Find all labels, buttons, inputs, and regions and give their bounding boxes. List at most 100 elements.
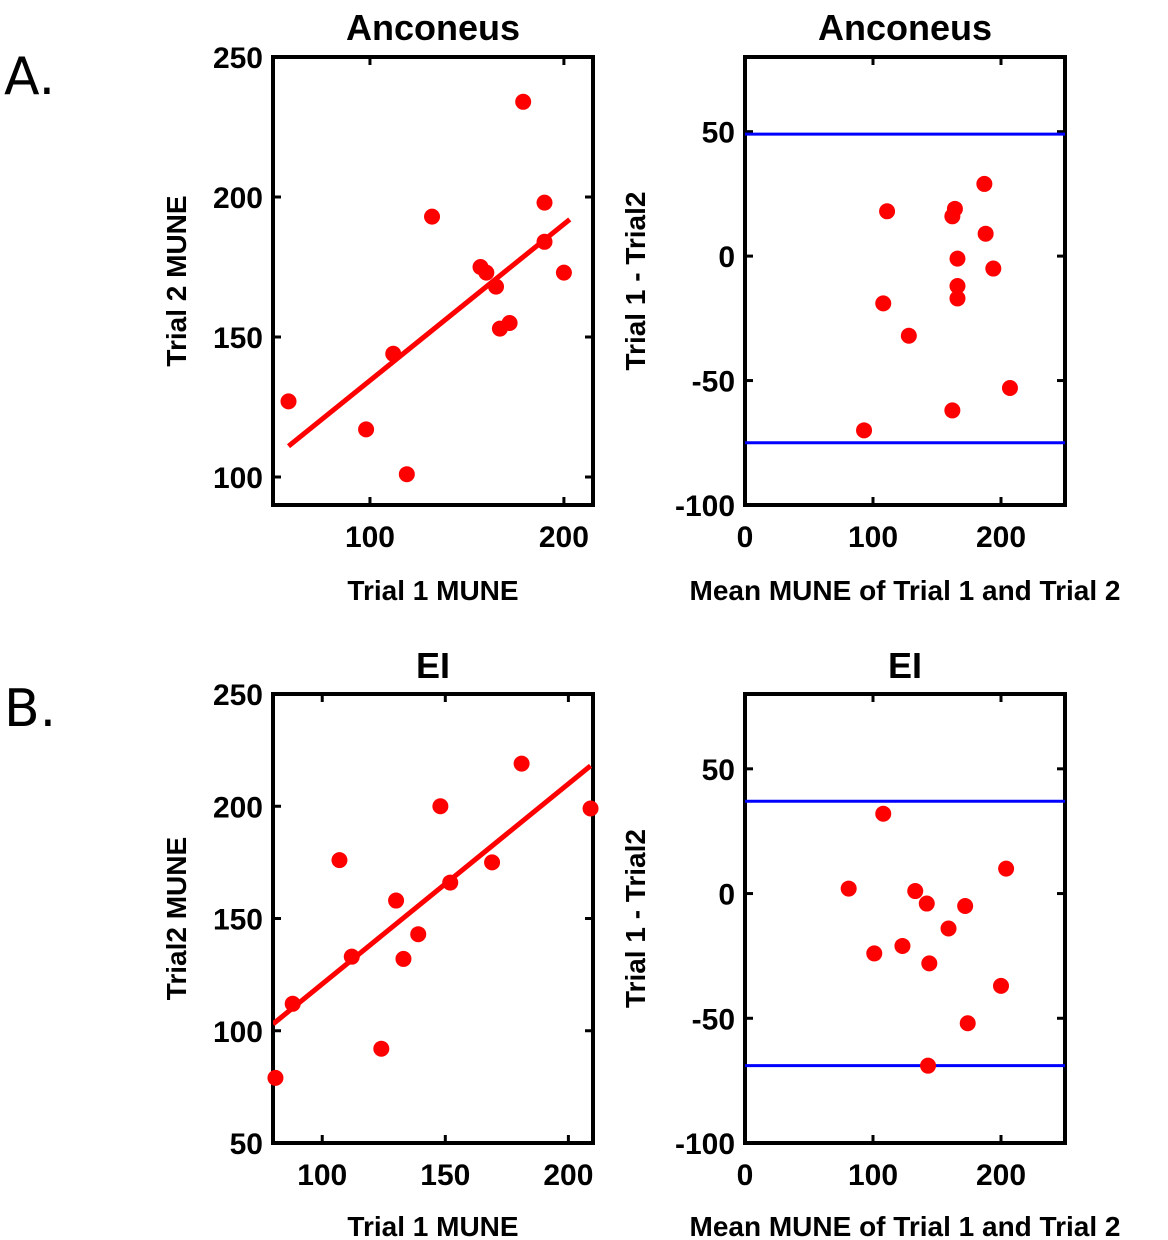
data-point [388,892,405,909]
data-point [907,883,924,900]
y-tick-label: -100 [675,490,735,523]
y-tick-label: 100 [213,1016,263,1049]
data-point [856,422,873,439]
data-point [410,926,427,943]
y-tick-label: 200 [213,182,263,215]
data-point [959,1015,976,1032]
x-tick-label: 200 [976,1159,1026,1192]
data-point [957,898,974,915]
data-point [977,225,994,242]
x-tick-label: 100 [297,1159,347,1192]
data-point [536,194,553,211]
x-tick-label: 100 [345,521,395,554]
data-point [944,402,961,419]
data-point [582,800,599,817]
chart-title: EI [416,645,450,686]
y-tick-label: 50 [230,1128,263,1161]
data-point [993,977,1009,994]
data-point [343,948,360,965]
data-point [900,327,917,344]
regression-line [273,763,593,1026]
data-point [501,315,518,331]
data-point [949,277,966,294]
data-point [894,937,911,954]
data-point [442,874,459,891]
y-tick-label: 0 [718,241,735,274]
chart-B-scatter: 100 150 200 50 100 150 200 250 EI Trial 1 MUNE Tri… [161,645,599,1240]
panel-label-a: A. [4,47,55,107]
y-tick-label: 0 [718,879,735,912]
data-point [284,995,301,1012]
x-tick-label: 150 [420,1159,470,1192]
y-axis-label: Trial2 MUNE [161,837,192,1000]
data-point [840,880,857,897]
y-axis-label: Trial 1 - Trial2 [620,829,651,1008]
data-point [484,854,501,871]
data-point [373,1040,390,1057]
data-point [280,393,297,410]
axes-box [743,55,1067,507]
data-point [875,295,892,312]
x-tick-label: 200 [976,521,1026,554]
chart-title: Anconeus [346,7,520,48]
data-point [866,945,883,962]
chart-title: EI [888,645,922,686]
data-point [949,290,966,307]
y-tick-label: -50 [692,1003,735,1036]
y-tick-label: 50 [702,754,735,787]
x-axis-label: Trial 1 MUNE [347,575,518,606]
data-point [424,208,441,225]
x-tick-label: 200 [543,1159,593,1192]
chart-A-blandaltman: 0 100 200 -100 -50 0 50 Anconeus Mean MUNE of Tr… [620,7,1121,606]
y-tick-label: 50 [702,117,735,150]
plots-container: 100 200 100 150 200 250 Anconeus Trial 1 MUNE Tr… [161,7,1121,1240]
data-point [331,852,348,869]
data-point [976,175,993,192]
data-point [267,1069,284,1086]
data-point [946,200,963,217]
data-point [985,260,1002,277]
chart-B-blandaltman: 0 100 200 -100 -50 0 50 EI Mean MUNE of Trial 1 … [620,645,1121,1240]
x-axis-label: Mean MUNE of Trial 1 and Trial 2 [690,575,1121,606]
y-axis-label: Trial 2 MUNE [161,195,192,366]
chart-title: Anconeus [818,7,992,48]
y-tick-label: 250 [213,679,263,712]
data-point [875,805,892,822]
data-point [1001,380,1018,397]
regression-line [286,217,572,449]
data-point [879,203,896,220]
panel-label-b: B. [4,679,56,739]
x-tick-label: 0 [737,521,754,554]
data-point [921,955,938,972]
data-point [385,345,402,362]
x-axis-label: Trial 1 MUNE [347,1211,518,1240]
x-tick-label: 0 [737,1159,754,1192]
y-tick-label: 250 [213,42,263,75]
y-tick-label: 200 [213,791,263,824]
data-point [478,264,495,281]
axes-box [743,692,1067,1145]
x-tick-label: 200 [539,521,589,554]
y-tick-label: -50 [692,366,735,399]
axes-box [271,692,595,1145]
y-axis-label: Trial 1 - Trial2 [620,192,651,371]
data-point [940,920,957,937]
x-axis-label: Mean MUNE of Trial 1 and Trial 2 [690,1211,1121,1240]
data-point [949,250,966,267]
data-point [536,233,553,250]
data-point [920,1057,937,1074]
y-tick-label: 150 [213,322,263,355]
chart-A-scatter: 100 200 100 150 200 250 Anconeus Trial 1 MUNE Tr… [161,7,595,606]
y-tick-label: 100 [213,462,263,495]
axes-box [271,55,595,507]
data-point [998,860,1015,877]
data-point [432,798,449,815]
data-point [358,421,375,438]
data-point [513,755,530,772]
data-point [515,93,532,110]
data-point [555,264,572,281]
data-point [398,466,415,483]
data-point [918,895,935,912]
data-point [488,278,505,295]
